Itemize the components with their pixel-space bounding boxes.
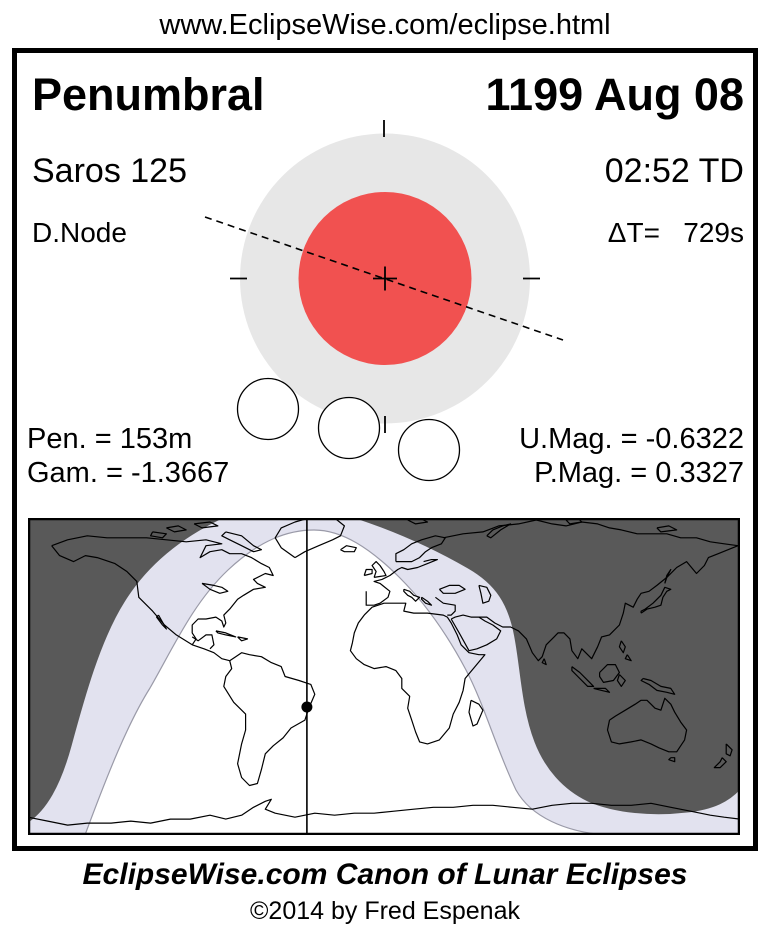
node-label: D.Node xyxy=(32,217,127,248)
eclipse-date: 1199 Aug 08 xyxy=(485,69,745,120)
coastline xyxy=(468,699,484,727)
coastline xyxy=(598,664,621,683)
canon-title: EclipseWise.com Canon of Lunar Eclipses xyxy=(82,858,688,891)
visibility-map-svg xyxy=(27,517,741,836)
coastline xyxy=(349,602,486,745)
coastline xyxy=(435,596,456,616)
eclipse-type-title: Penumbral xyxy=(32,69,265,120)
coastline xyxy=(395,535,446,563)
coastline xyxy=(725,743,733,757)
map-not-visible-region-west xyxy=(27,517,223,823)
coastline xyxy=(421,596,433,606)
coastline xyxy=(443,519,739,662)
sublunar-point-dot xyxy=(301,701,313,713)
map-border xyxy=(27,517,741,836)
coastline xyxy=(640,677,676,695)
saros-series-label: Saros 125 xyxy=(32,152,187,190)
coastline xyxy=(51,545,230,662)
coastline xyxy=(201,582,229,594)
coastline xyxy=(371,560,387,578)
coastline xyxy=(156,614,167,630)
penumbral-duration-stat: Pen. = 153m xyxy=(27,423,193,455)
coastline xyxy=(438,584,466,594)
coastline xyxy=(27,798,741,826)
copyright-text: ©2014 by Fred Espenak xyxy=(250,897,520,925)
map-full-visibility-region xyxy=(84,529,607,836)
coastline xyxy=(606,697,688,753)
coastline xyxy=(618,640,626,654)
coastline xyxy=(668,757,676,763)
coastline xyxy=(166,525,187,533)
visibility-map xyxy=(27,517,741,836)
coastline xyxy=(571,666,595,687)
figure-frame xyxy=(12,48,758,851)
umbral-magnitude-stat: U.Mag. = -0.6322 xyxy=(519,423,744,455)
coastlines-group xyxy=(27,517,741,826)
coastline xyxy=(365,558,438,606)
coastline xyxy=(340,545,357,553)
coastline xyxy=(237,636,249,642)
source-url-text: www.EclipseWise.com/eclipse.html xyxy=(159,9,611,41)
coastline xyxy=(624,654,632,662)
coastline xyxy=(223,652,316,787)
coastline xyxy=(193,521,219,529)
coastline xyxy=(541,658,547,666)
coastline xyxy=(478,584,492,604)
coastline xyxy=(486,523,512,539)
coastline xyxy=(363,568,373,577)
penumbral-magnitude-stat: P.Mag. = 0.3327 xyxy=(534,457,744,489)
coastline xyxy=(664,568,672,584)
coastline xyxy=(221,531,262,553)
coastline xyxy=(215,630,237,638)
coastline xyxy=(656,525,678,533)
coastline xyxy=(713,757,727,769)
map-not-visible-region-east xyxy=(355,517,741,815)
coastline xyxy=(616,674,626,687)
coastline xyxy=(450,614,502,652)
delta-t-value: ΔT= 729s xyxy=(607,217,744,248)
coastline xyxy=(191,634,215,650)
coastline xyxy=(593,687,611,693)
coastline xyxy=(403,588,421,602)
coastline xyxy=(51,535,274,646)
coastline xyxy=(149,531,167,539)
gamma-stat: Gam. = -1.3667 xyxy=(27,457,230,489)
coastline xyxy=(640,586,672,614)
greatest-eclipse-time: 02:52 TD xyxy=(604,152,744,190)
